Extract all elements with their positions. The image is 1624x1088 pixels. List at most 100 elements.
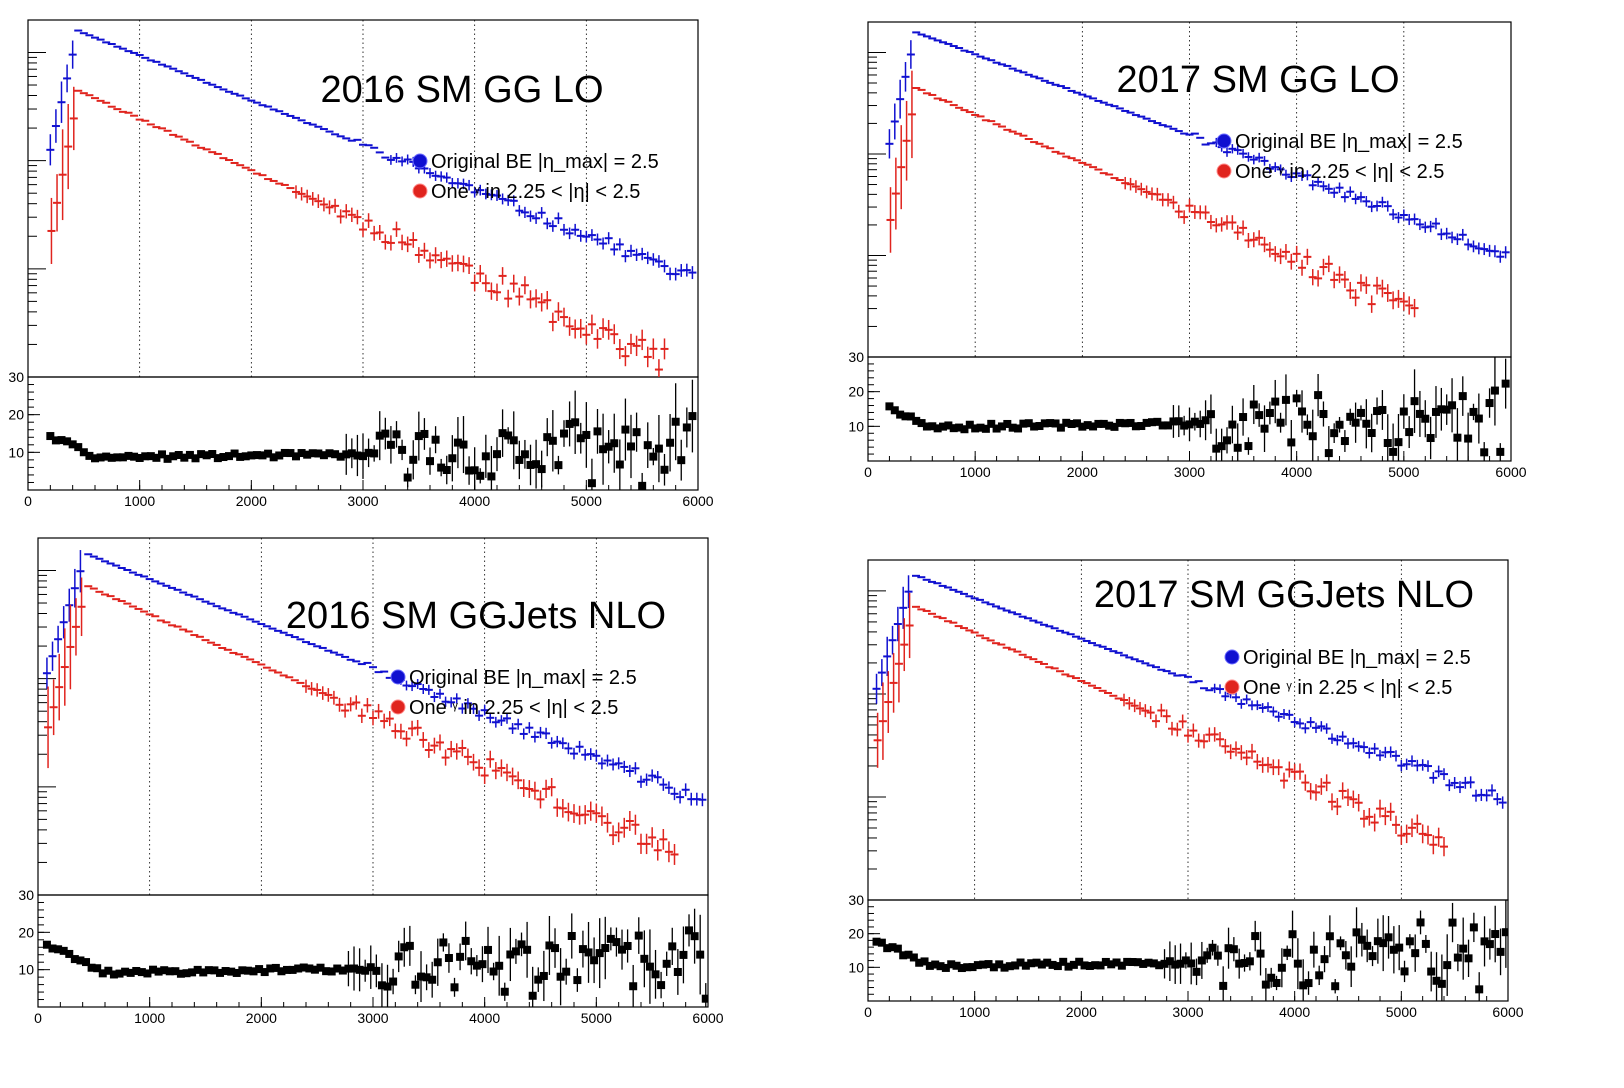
ratio-point	[1288, 930, 1297, 939]
ratio-point	[1040, 419, 1049, 428]
ratio-point	[1421, 939, 1430, 948]
ratio-point	[523, 945, 532, 954]
ratio-point	[1224, 944, 1233, 953]
ratio-point	[428, 975, 437, 984]
ratio-point	[1072, 419, 1081, 428]
ratio-point	[322, 967, 331, 976]
ratio-point	[188, 968, 197, 977]
ratio-point	[1091, 961, 1100, 970]
ratio-point	[1142, 418, 1151, 427]
ratio-point	[1139, 959, 1148, 968]
ratio-point	[403, 473, 412, 482]
ratio-point	[573, 976, 582, 985]
ratio-point	[1164, 421, 1173, 430]
legend-marker-red	[412, 183, 428, 199]
x-tick-label: 4000	[1281, 464, 1312, 480]
ratio-point	[560, 429, 568, 438]
ratio-point	[476, 471, 485, 480]
ratio-point	[1014, 424, 1023, 433]
ratio-point	[478, 960, 487, 969]
ratio-point	[909, 953, 918, 962]
ratio-point	[623, 941, 632, 950]
ratio-point	[634, 931, 643, 940]
ratio-point	[316, 963, 325, 972]
ratio-point	[269, 453, 278, 462]
ratio-point	[576, 434, 585, 443]
ratio-point	[431, 435, 440, 444]
ratio-point	[42, 940, 51, 949]
x-tick-label: 5000	[571, 493, 602, 509]
ratio-point	[260, 968, 269, 977]
legend-label-one-suffix: in 2.25 < |η| < 2.5	[1284, 161, 1445, 183]
ratio-point	[1485, 399, 1494, 408]
ratio-point	[545, 941, 554, 950]
ratio-point	[171, 967, 180, 976]
ratio-point	[604, 442, 613, 451]
ratio-point	[124, 451, 133, 460]
ratio-point	[277, 967, 286, 976]
ratio-point	[331, 450, 340, 459]
legend: Original BE |η_max| = 2.5 One γ in 2.25 <…	[412, 151, 659, 203]
ratio-point	[1016, 958, 1025, 967]
ratio-point	[690, 932, 699, 941]
ratio-point	[587, 479, 596, 488]
ratio-point	[1410, 397, 1419, 406]
ratio-point	[1137, 422, 1146, 431]
ratio-point	[638, 481, 647, 490]
ratio-point	[1056, 423, 1065, 432]
ratio-point	[601, 944, 610, 953]
ratio-point	[135, 453, 144, 462]
ratio-point	[1037, 960, 1046, 969]
ratio-point	[987, 419, 996, 428]
ratio-point	[182, 969, 191, 978]
ratio-point	[350, 964, 359, 973]
ratio-point	[532, 460, 541, 469]
ratio-point	[1276, 418, 1285, 427]
ratio-point	[1008, 423, 1017, 432]
ratio-point	[377, 981, 386, 990]
ratio-point	[1346, 412, 1355, 421]
legend-marker-blue	[1216, 133, 1232, 149]
ratio-point	[1251, 932, 1260, 941]
ratio-point	[104, 966, 113, 975]
ratio-point	[1330, 429, 1339, 438]
ratio-point	[1005, 962, 1014, 971]
ratio-point	[459, 440, 468, 449]
ratio-point	[1043, 958, 1052, 967]
ratio-point	[1176, 959, 1185, 968]
ratio-point	[1121, 419, 1130, 428]
ratio-point	[965, 420, 974, 429]
ratio-point	[1011, 961, 1020, 970]
ratio-point	[442, 466, 451, 475]
ratio-point	[562, 967, 571, 976]
ratio-point	[1030, 422, 1039, 431]
ratio-point	[1389, 447, 1398, 456]
ratio-pad-points	[872, 900, 1508, 1001]
ratio-point	[232, 968, 241, 977]
ratio-point	[353, 451, 362, 460]
ratio-point	[883, 944, 892, 953]
ratio-point	[453, 438, 462, 447]
ratio-point	[1367, 429, 1376, 438]
ratio-point	[688, 412, 697, 421]
ratio-point	[470, 466, 479, 475]
ratio-point	[210, 966, 219, 975]
ratio-point	[1228, 420, 1237, 429]
ratio-point	[701, 994, 708, 1003]
ratio-point	[957, 964, 966, 973]
ratio-point	[660, 465, 669, 474]
ratio-point	[1501, 928, 1508, 937]
ratio-point	[1229, 945, 1238, 954]
ratio-point	[973, 961, 982, 970]
ratio-point	[612, 938, 621, 947]
ratio-point	[1021, 961, 1030, 970]
legend-label-original: Original BE |η_max| = 2.5	[431, 151, 659, 173]
ratio-point	[556, 972, 565, 981]
ratio-point	[109, 970, 118, 979]
ratio-point	[1293, 959, 1302, 968]
ratio-point	[657, 981, 666, 990]
ratio-point	[213, 454, 222, 463]
ratio-point	[1245, 957, 1254, 966]
ratio-point	[615, 460, 624, 469]
ratio-point	[1383, 439, 1392, 448]
